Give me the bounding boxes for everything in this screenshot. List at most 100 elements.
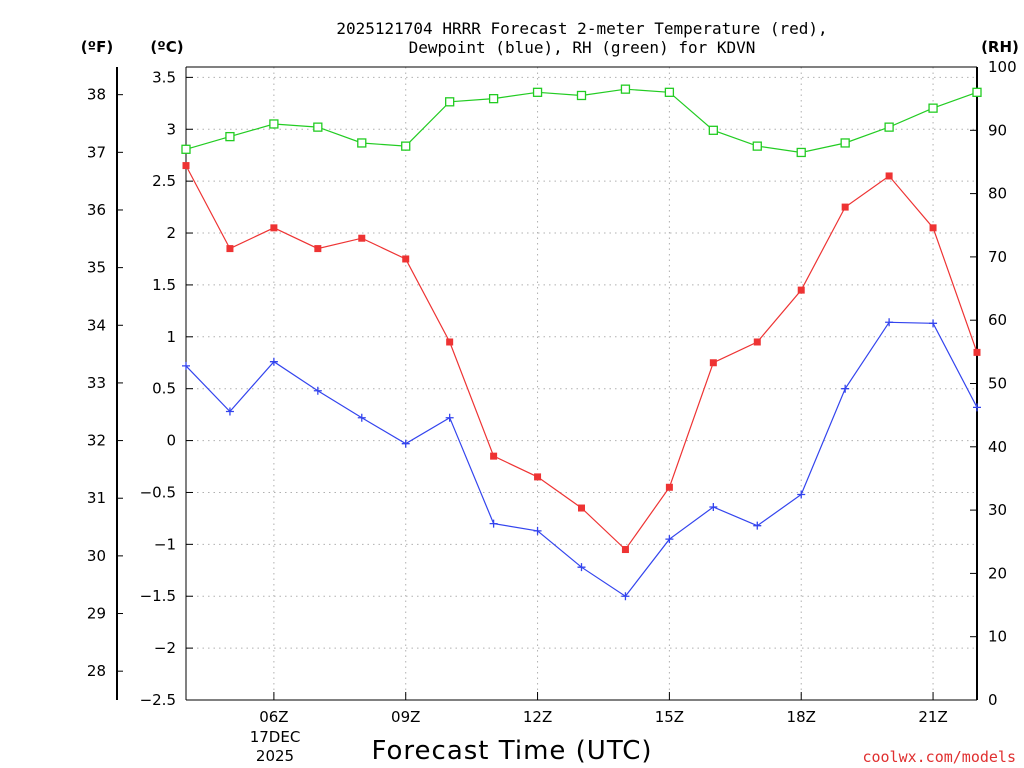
fahrenheit-tick-label: 29	[87, 605, 106, 623]
temperature-point	[797, 286, 805, 294]
temperature-point	[490, 452, 498, 460]
dewpoint-point	[797, 490, 806, 499]
dewpoint-point	[489, 519, 498, 528]
temperature-point	[973, 348, 981, 356]
dewpoint-point	[973, 403, 981, 412]
fahrenheit-tick-label: 30	[87, 547, 106, 565]
celsius-tick-label: −0.5	[140, 483, 176, 501]
x-tick-label: 18Z	[787, 708, 816, 726]
rh-tick-label: 100	[988, 58, 1017, 76]
chart-title-line2: Dewpoint (blue), RH (green) for KDVN	[409, 38, 756, 57]
temperature-point	[446, 338, 454, 346]
dewpoint-point	[709, 502, 718, 511]
temperature-point	[578, 504, 585, 512]
credit-label: coolwx.com/models	[862, 748, 1016, 766]
celsius-tick-label: 2.5	[152, 172, 176, 190]
x-tick-label: 12Z	[523, 708, 552, 726]
temperature-point	[270, 224, 278, 232]
rh-point	[225, 131, 235, 142]
rh-tick-label: 70	[988, 248, 1007, 266]
celsius-tick-label: −1.5	[140, 587, 176, 605]
celsius-tick-label: 2	[166, 224, 176, 242]
dewpoint-point	[445, 413, 454, 422]
celsius-tick-label: 1	[166, 328, 176, 346]
fahrenheit-tick-label: 31	[87, 489, 106, 507]
dewpoint-point	[182, 361, 190, 370]
dewpoint-point	[753, 521, 762, 530]
rh-point	[840, 138, 850, 148]
temperature-point	[358, 234, 366, 242]
rh-tick-label: 80	[988, 185, 1007, 203]
dewpoint-point	[533, 526, 542, 535]
date-day-label: 17DEC	[250, 728, 301, 746]
rh-point	[313, 122, 323, 132]
celsius-tick-label: 0	[166, 432, 176, 450]
dewpoint-point	[885, 318, 894, 327]
dewpoint-point	[401, 439, 410, 448]
fahrenheit-tick-label: 35	[87, 259, 106, 277]
rh-point	[181, 144, 191, 154]
celsius-tick-label: 0.5	[152, 380, 176, 398]
celsius-tick-label: −2.5	[140, 691, 176, 709]
rh-point	[620, 84, 631, 94]
rh-tick-label: 10	[988, 628, 1007, 646]
temperature-point	[753, 338, 761, 346]
temperature-point	[182, 162, 190, 170]
celsius-tick-label: 1.5	[152, 276, 176, 294]
rh-point	[357, 138, 367, 148]
temperature-point	[841, 203, 849, 211]
rh-point	[269, 119, 279, 129]
rh-point	[752, 141, 762, 151]
dewpoint-point	[665, 535, 674, 544]
temperature-point	[534, 473, 542, 481]
x-axis-title: Forecast Time (UTC)	[371, 736, 652, 766]
rh-point	[445, 97, 455, 107]
temperature-point	[929, 224, 937, 232]
rh-point	[928, 103, 938, 113]
rh-point	[488, 94, 499, 104]
dewpoint-point	[621, 592, 630, 601]
celsius-tick-label: −1	[154, 535, 176, 553]
dewpoint-point	[357, 413, 366, 422]
x-tick-label: 09Z	[391, 708, 420, 726]
rh-point	[972, 87, 982, 97]
x-tick-label: 06Z	[259, 708, 288, 726]
temperature-point	[226, 245, 234, 253]
rh-tick-label: 20	[988, 564, 1007, 582]
fahrenheit-tick-label: 28	[87, 662, 106, 680]
date-year-label: 2025	[256, 747, 294, 765]
celsius-tick-label: 3	[166, 120, 176, 138]
dewpoint-line	[185, 321, 978, 598]
fahrenheit-tick-label: 38	[87, 86, 106, 104]
celsius-tick-label: 3.5	[152, 68, 176, 86]
grid-lines	[186, 67, 977, 700]
temperature-point	[709, 359, 717, 367]
fahrenheit-tick-label: 33	[87, 374, 106, 392]
rh-point	[532, 87, 543, 97]
rh-tick-label: 0	[988, 691, 998, 709]
rh-tick-label: 60	[988, 311, 1007, 329]
rh-tick-label: 40	[988, 438, 1007, 456]
dewpoint-point	[929, 319, 938, 328]
x-tick-label: 21Z	[918, 708, 947, 726]
temperature-point	[885, 172, 893, 180]
rh-point	[576, 90, 587, 101]
temperature-point	[314, 245, 322, 253]
rh-point	[796, 147, 806, 158]
dewpoint-point	[269, 357, 278, 366]
temperature-point	[621, 546, 629, 554]
rh-unit-label: (RH)	[981, 38, 1019, 56]
fahrenheit-tick-label: 36	[87, 201, 106, 219]
chart-title-line1: 2025121704 HRRR Forecast 2-meter Tempera…	[336, 19, 827, 38]
rh-point	[708, 125, 718, 135]
dewpoint-point	[313, 386, 322, 395]
rh-tick-label: 30	[988, 501, 1007, 519]
dewpoint-point	[577, 563, 586, 572]
temperature-line	[185, 165, 978, 551]
fahrenheit-unit-label: (ºF)	[81, 38, 113, 56]
celsius-unit-label: (ºC)	[150, 38, 183, 56]
fahrenheit-tick-label: 34	[87, 316, 106, 334]
rh-tick-label: 90	[988, 121, 1007, 139]
rh-point	[664, 87, 675, 97]
